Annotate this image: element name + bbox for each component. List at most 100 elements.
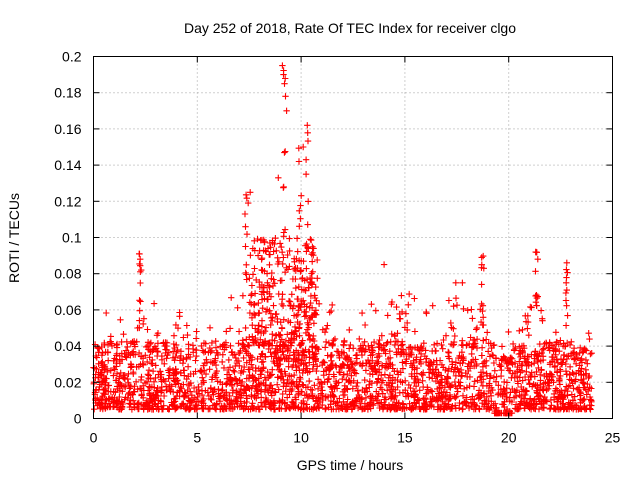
data-point bbox=[577, 396, 584, 403]
data-point bbox=[566, 363, 574, 370]
data-point bbox=[480, 252, 487, 260]
data-point bbox=[172, 381, 179, 388]
data-point bbox=[478, 300, 485, 308]
y-tick-label: 0.18 bbox=[54, 85, 81, 101]
data-point bbox=[516, 392, 523, 399]
data-point bbox=[248, 314, 256, 321]
data-point bbox=[293, 312, 300, 319]
data-point bbox=[206, 324, 214, 331]
data-point bbox=[248, 391, 255, 399]
data-point bbox=[280, 183, 287, 191]
data-point bbox=[352, 352, 360, 359]
data-point bbox=[346, 326, 353, 334]
data-point bbox=[369, 371, 376, 378]
data-point bbox=[411, 399, 418, 407]
data-point bbox=[532, 248, 539, 256]
data-point bbox=[301, 308, 308, 316]
data-point bbox=[302, 156, 310, 163]
data-point bbox=[580, 380, 588, 387]
data-point bbox=[563, 355, 571, 363]
data-point bbox=[452, 279, 459, 286]
data-point bbox=[330, 373, 338, 380]
data-point bbox=[282, 383, 290, 390]
data-point bbox=[472, 356, 479, 363]
data-point bbox=[275, 174, 282, 181]
data-point bbox=[103, 309, 110, 317]
data-point bbox=[308, 405, 315, 413]
data-point bbox=[516, 343, 523, 350]
data-point bbox=[138, 373, 145, 381]
data-point bbox=[140, 320, 147, 328]
data-point bbox=[349, 385, 356, 392]
data-point bbox=[500, 401, 507, 408]
data-point bbox=[540, 397, 547, 404]
data-point bbox=[387, 338, 394, 345]
data-point bbox=[291, 394, 299, 401]
data-point bbox=[411, 295, 418, 302]
data-point bbox=[344, 396, 351, 403]
data-point bbox=[207, 385, 214, 392]
data-point bbox=[508, 355, 516, 362]
data-point bbox=[384, 312, 391, 319]
data-point bbox=[291, 371, 298, 379]
data-point bbox=[461, 385, 468, 392]
data-point bbox=[295, 158, 303, 165]
data-point bbox=[562, 297, 570, 304]
data-points bbox=[90, 62, 595, 417]
data-point bbox=[298, 192, 305, 199]
data-point bbox=[176, 357, 184, 364]
data-point bbox=[387, 354, 394, 361]
x-tick-labels: 0 5 10 15 20 25 bbox=[90, 430, 621, 446]
data-point bbox=[288, 373, 295, 380]
data-point bbox=[382, 350, 389, 357]
data-point bbox=[308, 275, 316, 282]
data-point bbox=[407, 351, 414, 358]
data-point bbox=[458, 372, 466, 379]
data-point bbox=[340, 342, 347, 349]
data-point bbox=[170, 399, 177, 406]
data-point bbox=[243, 231, 251, 238]
data-point bbox=[324, 322, 331, 329]
data-point bbox=[304, 383, 312, 391]
data-point bbox=[512, 345, 519, 352]
data-point bbox=[423, 310, 430, 317]
data-point bbox=[314, 275, 321, 282]
data-point bbox=[268, 275, 275, 282]
data-point bbox=[303, 265, 310, 272]
data-point bbox=[302, 287, 309, 294]
data-point bbox=[438, 393, 446, 400]
data-point bbox=[527, 373, 535, 380]
data-point bbox=[508, 398, 516, 406]
data-point bbox=[311, 311, 319, 318]
data-point bbox=[397, 315, 404, 322]
data-point bbox=[375, 375, 382, 382]
data-point bbox=[335, 368, 343, 376]
data-point bbox=[99, 393, 106, 400]
data-point bbox=[568, 391, 575, 398]
data-point bbox=[145, 372, 152, 379]
data-point bbox=[91, 406, 98, 413]
data-point bbox=[297, 215, 304, 222]
data-point bbox=[364, 356, 372, 364]
data-point bbox=[478, 378, 485, 386]
x-tick-label: 25 bbox=[605, 430, 621, 446]
data-point bbox=[147, 339, 155, 346]
data-point bbox=[475, 405, 483, 412]
data-point bbox=[469, 343, 477, 351]
data-point bbox=[361, 338, 368, 345]
data-point bbox=[310, 332, 317, 340]
data-point bbox=[303, 276, 311, 283]
data-point bbox=[482, 362, 490, 369]
data-point bbox=[187, 370, 194, 378]
data-point bbox=[137, 279, 144, 287]
data-point bbox=[543, 398, 551, 405]
data-point bbox=[237, 394, 244, 401]
data-point bbox=[125, 390, 132, 398]
data-point bbox=[363, 384, 370, 392]
data-point bbox=[153, 405, 160, 412]
data-point bbox=[96, 400, 103, 408]
data-point bbox=[195, 386, 202, 394]
data-point bbox=[586, 335, 593, 343]
data-point bbox=[494, 409, 501, 417]
